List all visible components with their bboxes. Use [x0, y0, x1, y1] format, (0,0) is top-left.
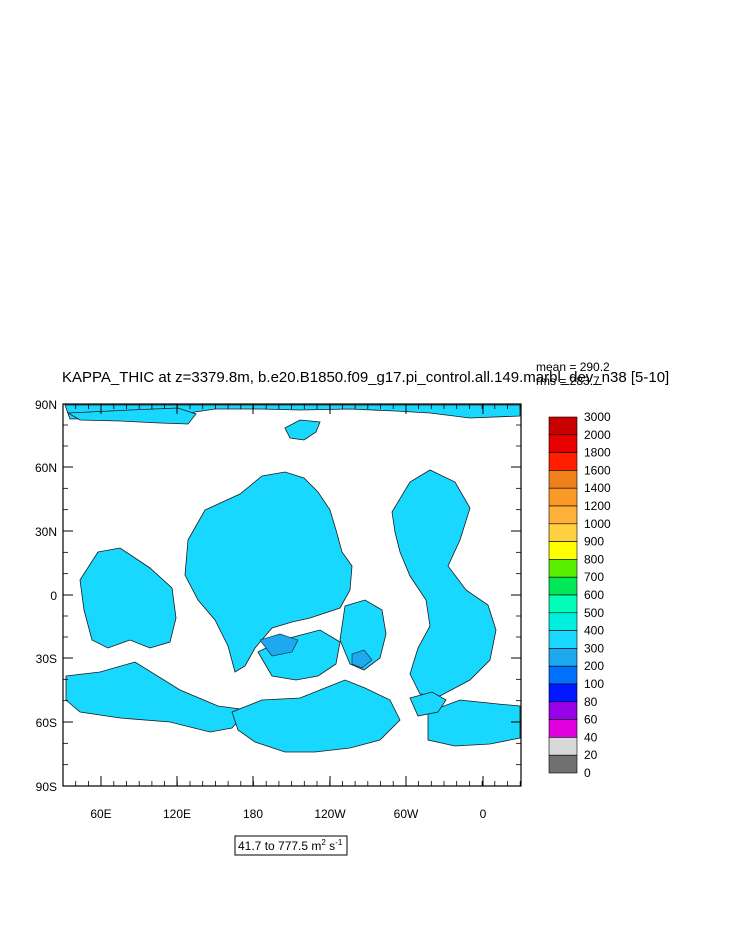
range-label-box: 41.7 to 777.5 m2 s-1 — [234, 835, 348, 856]
colorbar-label: 40 — [584, 730, 598, 744]
colorbar-box — [548, 470, 578, 489]
colorbar-label: 200 — [584, 659, 604, 673]
colorbar-box — [548, 541, 578, 560]
ocean-region-indian-ocean — [79, 547, 177, 649]
colorbar-box — [548, 648, 578, 667]
colorbar-box — [548, 576, 578, 596]
mean-label: mean = 290.2 — [536, 360, 610, 374]
ocean-region-pacific-ocean — [184, 471, 353, 673]
y-tick-label: 60N — [35, 461, 57, 475]
colorbar-box — [548, 719, 578, 738]
x-tick-label: 0 — [480, 807, 487, 821]
colorbar-box — [548, 434, 578, 453]
ocean-patch-pacific-ocean — [259, 633, 299, 657]
x-tick-label: 120W — [314, 807, 346, 821]
svg-text:41.7 to 777.5 m2 s-1: 41.7 to 777.5 m2 s-1 — [238, 838, 343, 853]
colorbar-label: 1200 — [584, 499, 611, 513]
colorbar-box — [548, 754, 578, 774]
colorbar-box — [548, 737, 578, 756]
y-tick-label: 30S — [36, 652, 57, 666]
colorbar-label: 1800 — [584, 446, 611, 460]
colorbar-box — [548, 594, 578, 614]
range-label-mid: s — [326, 839, 335, 853]
colorbar-box — [548, 487, 578, 507]
colorbar-box — [548, 416, 578, 436]
colorbar-label: 0 — [584, 766, 591, 780]
colorbar-label: 1400 — [584, 481, 611, 495]
colorbar-label: 1600 — [584, 463, 611, 477]
x-tick-label: 180 — [243, 807, 263, 821]
colorbar-label: 100 — [584, 677, 604, 691]
colorbar-label: 1000 — [584, 517, 611, 531]
colorbar-box — [548, 505, 578, 525]
colorbar-box — [548, 683, 578, 703]
rms-label: rms = 283.7 — [536, 374, 600, 388]
colorbar-label: 20 — [584, 748, 598, 762]
y-tick-label: 90S — [36, 780, 57, 794]
x-tick-label: 60E — [90, 807, 111, 821]
ocean-layer — [64, 404, 521, 753]
colorbar-box — [548, 559, 578, 578]
colorbar-label: 3000 — [584, 410, 611, 424]
ocean-region-arctic — [284, 419, 321, 441]
range-label-sup2: -1 — [335, 838, 343, 847]
x-tick-label: 120E — [163, 807, 191, 821]
ocean-region-arctic — [66, 407, 197, 425]
colorbar-box — [548, 523, 578, 542]
ocean-region-southern-ocean — [231, 679, 401, 753]
range-label-prefix: 41.7 to 777.5 m — [238, 839, 321, 853]
colorbar-label: 500 — [584, 606, 604, 620]
range-label-sup1: 2 — [321, 838, 326, 847]
y-tick-label: 0 — [50, 589, 57, 603]
colorbar: 3000200018001600140012001000900800700600… — [548, 410, 611, 780]
colorbar-box — [548, 701, 578, 720]
colorbar-label: 60 — [584, 713, 598, 727]
colorbar-label: 800 — [584, 552, 604, 566]
axis-ticks: 90N 60N 30N 0 30S 60S 90S 60E 120E 180 120W 60W 0 — [35, 398, 521, 821]
ocean-region-southern-ocean — [409, 691, 447, 717]
colorbar-box — [548, 665, 578, 685]
colorbar-label: 2000 — [584, 428, 611, 442]
y-tick-label: 30N — [35, 525, 57, 539]
ocean-region-indian-ocean — [65, 661, 249, 733]
colorbar-label: 80 — [584, 695, 598, 709]
ocean-region-southern-ocean — [427, 699, 521, 747]
chart-title: KAPPA_THIC at z=3379.8m, b.e20.B1850.f09… — [62, 369, 669, 386]
ocean-region-atlantic-ocean — [339, 599, 387, 671]
colorbar-label: 300 — [584, 641, 604, 655]
colorbar-box — [548, 452, 578, 471]
colorbar-label: 700 — [584, 570, 604, 584]
colorbar-label: 600 — [584, 588, 604, 602]
colorbar-label: 900 — [584, 535, 604, 549]
colorbar-box — [548, 630, 578, 649]
ocean-region-atlantic-ocean — [391, 469, 497, 697]
colorbar-label: 400 — [584, 624, 604, 638]
x-tick-label: 60W — [394, 807, 419, 821]
colorbar-box — [548, 612, 578, 631]
ocean-patch-atlantic-ocean — [351, 649, 373, 669]
y-tick-label: 90N — [35, 398, 57, 412]
y-tick-label: 60S — [36, 716, 57, 730]
